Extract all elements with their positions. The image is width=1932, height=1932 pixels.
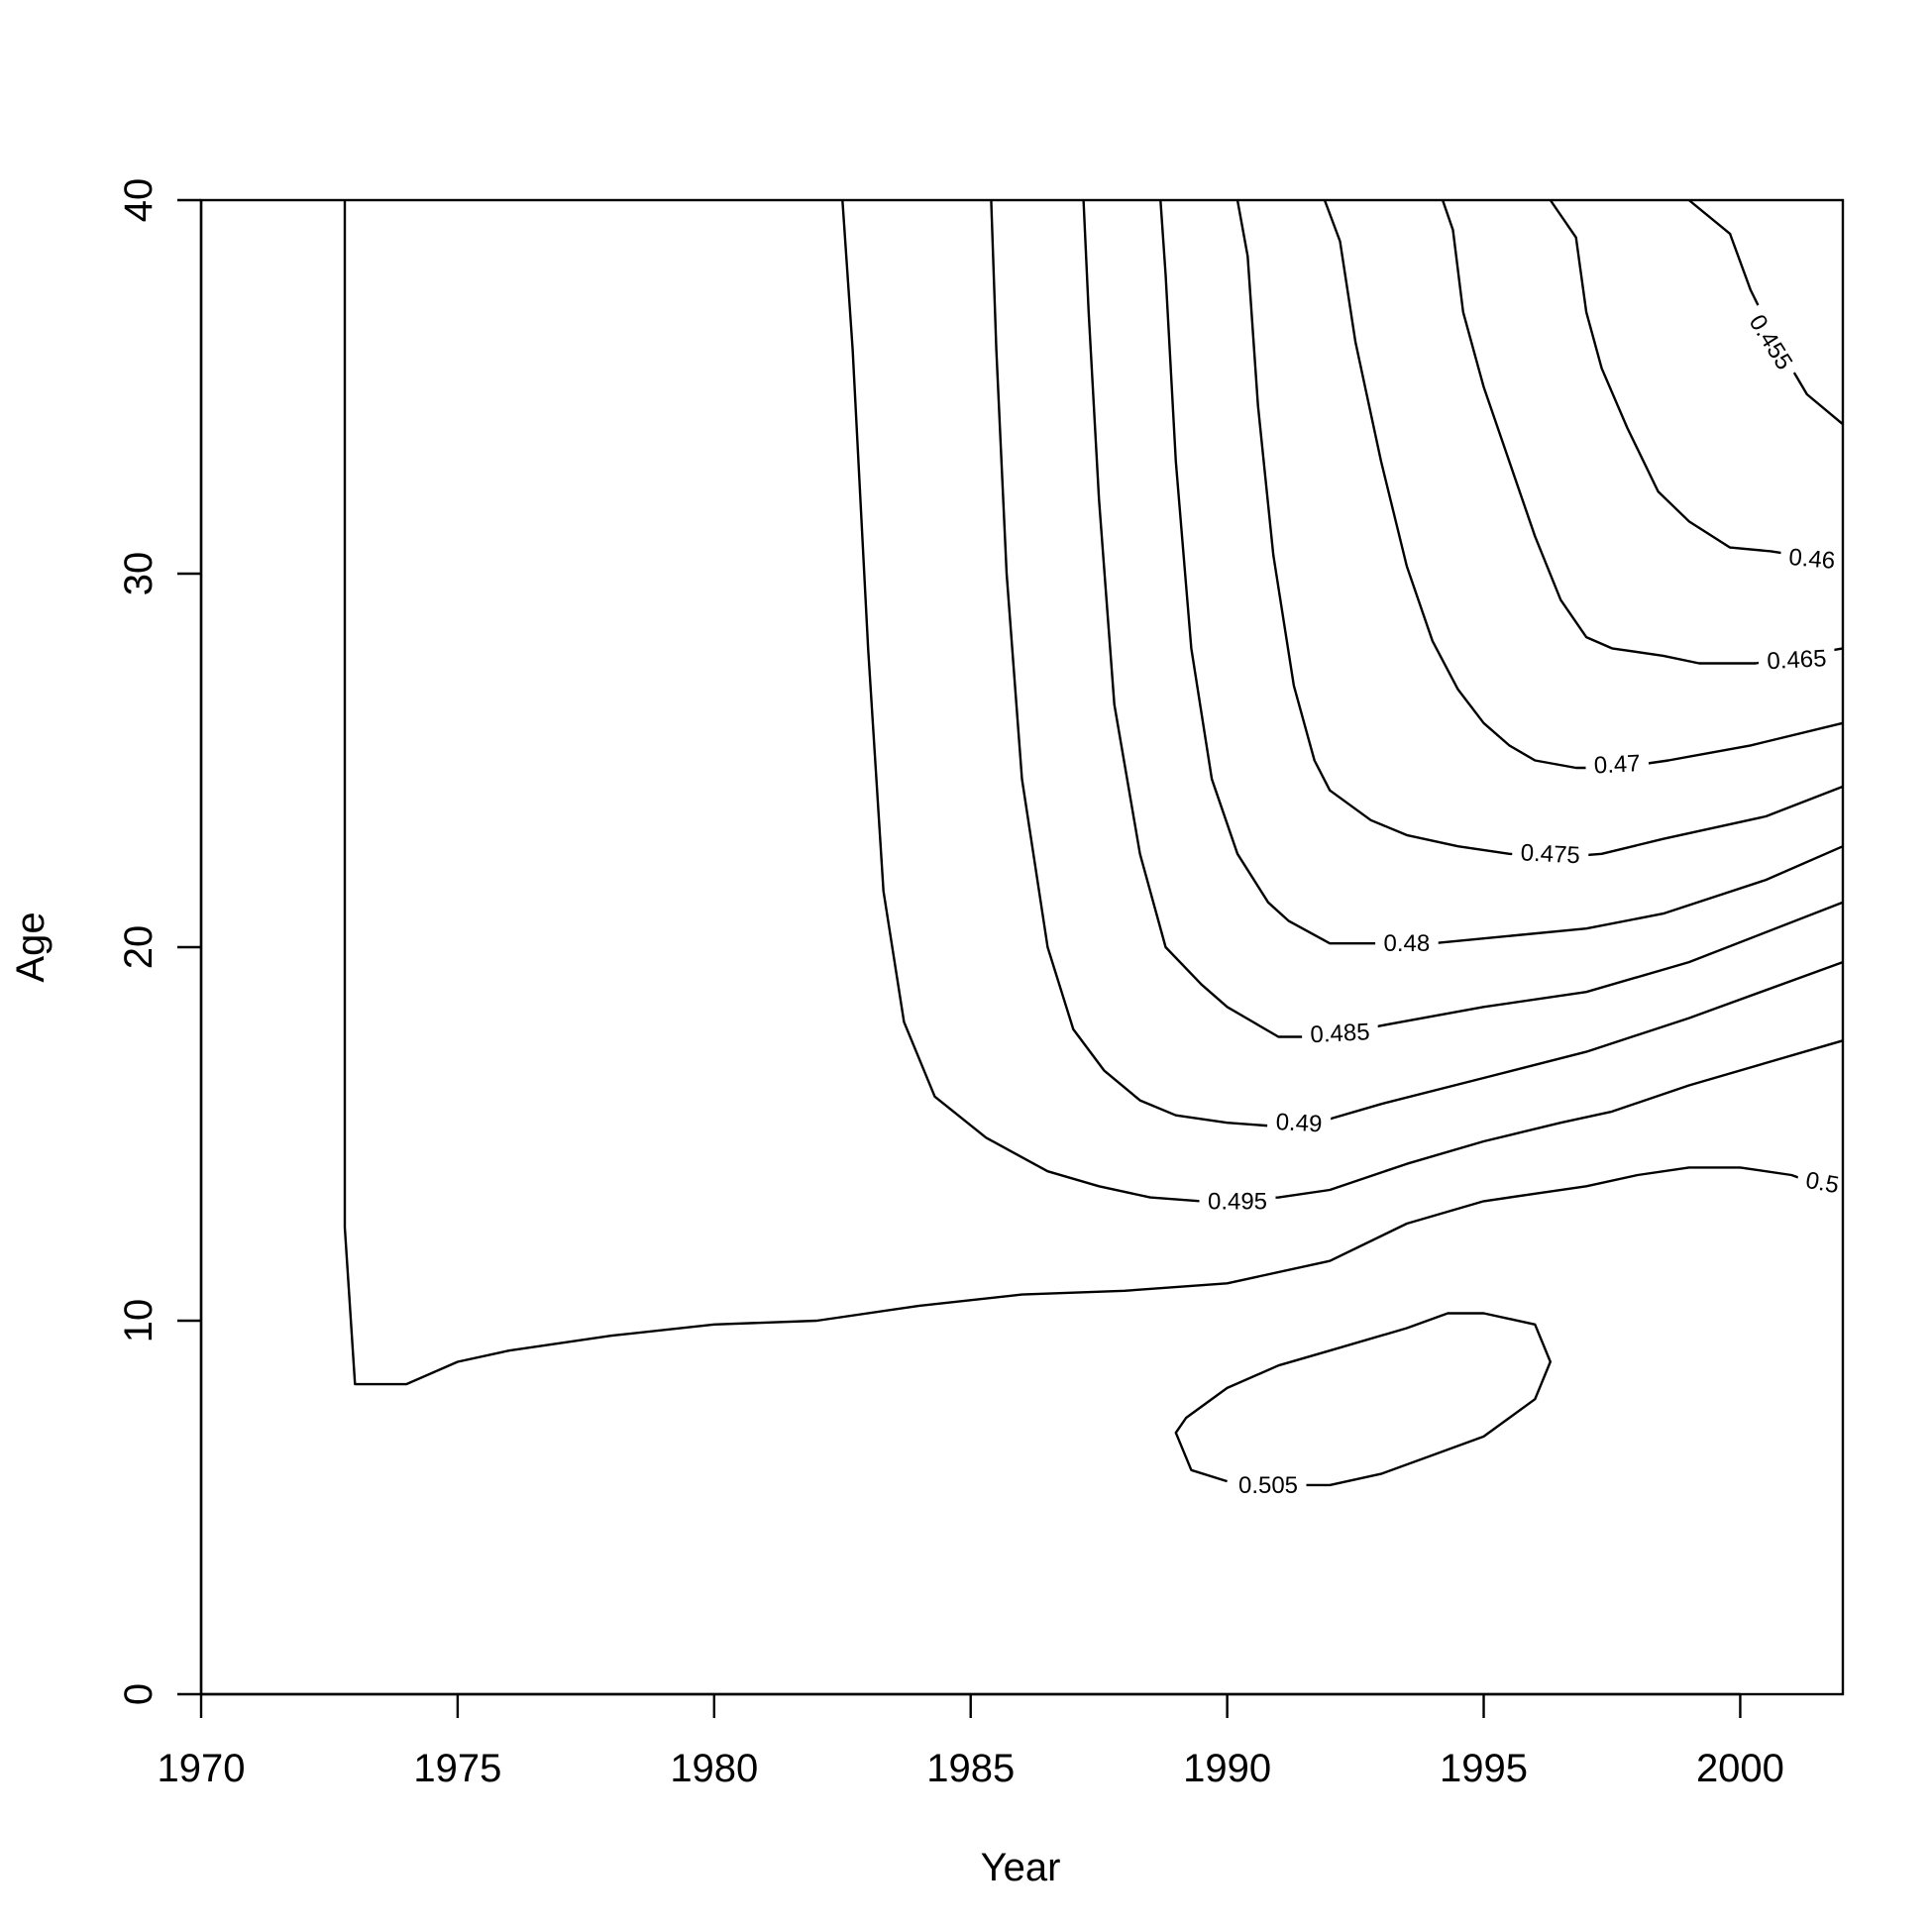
contour-line-0.485 xyxy=(1082,199,1844,1038)
contour-line-0.47 xyxy=(1323,199,1844,770)
x-tick-label: 1995 xyxy=(1440,1747,1528,1790)
contour-label-group: 0.465 xyxy=(1758,644,1836,675)
contour-label: 0.475 xyxy=(1520,839,1580,869)
contour-label: 0.46 xyxy=(1787,544,1836,575)
contour-label-gap xyxy=(1266,1108,1332,1137)
contour-label-group: 0.485 xyxy=(1301,1018,1379,1048)
contour-label: 0.5 xyxy=(1803,1167,1841,1199)
contour-label: 0.49 xyxy=(1275,1109,1323,1137)
contour-label-gap xyxy=(1740,302,1802,381)
contour-line-0.505 xyxy=(1174,1312,1552,1487)
contour-label-gap xyxy=(1199,1188,1276,1215)
x-axis-title: Year xyxy=(981,1846,1061,1889)
contour-label-gap xyxy=(1511,838,1589,869)
contour-line-0.495 xyxy=(841,199,1844,1203)
y-tick-label: 0 xyxy=(117,1683,161,1705)
x-tick-label: 1970 xyxy=(158,1747,246,1790)
y-axis-title: Age xyxy=(9,912,53,982)
contour-label-group: 0.455 xyxy=(1740,302,1802,381)
contour-label-group: 0.48 xyxy=(1375,930,1439,957)
contour-labels: 0.455 0.46 0.465 0.47 0.475 0.48 0.485 0.49 0.49… xyxy=(1199,302,1850,1499)
contour-label-gap xyxy=(1584,749,1650,779)
contour-label: 0.465 xyxy=(1767,645,1827,675)
contour-label-group: 0.47 xyxy=(1584,749,1650,780)
x-tick-label: 1975 xyxy=(413,1747,501,1790)
contour-line-0.48 xyxy=(1159,199,1844,945)
contour-line-0.475 xyxy=(1235,199,1844,859)
contour-label: 0.485 xyxy=(1310,1019,1370,1048)
contour-line-0.465 xyxy=(1441,199,1844,665)
contour-label-group: 0.495 xyxy=(1199,1188,1276,1215)
contour-label-group: 0.5 xyxy=(1795,1165,1850,1200)
x-tick-label: 1980 xyxy=(670,1747,758,1790)
contour-label: 0.48 xyxy=(1384,930,1431,957)
x-tick-label: 2000 xyxy=(1696,1747,1784,1790)
x-tick-label: 1990 xyxy=(1183,1747,1271,1790)
contour-label-group: 0.475 xyxy=(1511,838,1589,869)
y-tick-label: 40 xyxy=(117,178,161,223)
y-tick-label: 30 xyxy=(117,552,161,596)
contour-line-0.5 xyxy=(343,200,1803,1386)
contour-label: 0.505 xyxy=(1238,1472,1298,1499)
y-tick-label: 10 xyxy=(117,1299,161,1343)
contour-line-0.49 xyxy=(990,199,1844,1128)
contour-label-group: 0.49 xyxy=(1266,1108,1332,1137)
contour-label: 0.47 xyxy=(1593,750,1641,779)
x-axis: 1970 1975 1980 1985 1990 1995 2000 xyxy=(158,1692,1784,1790)
contour-label-gap xyxy=(1230,1471,1307,1498)
y-tick-label: 20 xyxy=(117,925,161,970)
x-tick-label: 1985 xyxy=(926,1747,1015,1790)
contour-label-gap xyxy=(1375,930,1439,957)
contour-line-0.46 xyxy=(1549,199,1844,564)
plot-area-frame xyxy=(199,198,1845,1696)
contour-label-gap xyxy=(1758,644,1836,675)
contour-label: 0.455 xyxy=(1744,310,1798,375)
contour-lines xyxy=(343,199,1844,1487)
contour-label-group: 0.505 xyxy=(1230,1471,1307,1499)
contour-label-group: 0.46 xyxy=(1779,543,1845,575)
contour-label-gap xyxy=(1779,543,1845,575)
contour-label-gap xyxy=(1301,1018,1379,1048)
y-axis: 0 10 20 30 40 xyxy=(117,178,203,1705)
contour-label-gap xyxy=(1795,1165,1850,1200)
contour-label: 0.495 xyxy=(1208,1188,1267,1215)
